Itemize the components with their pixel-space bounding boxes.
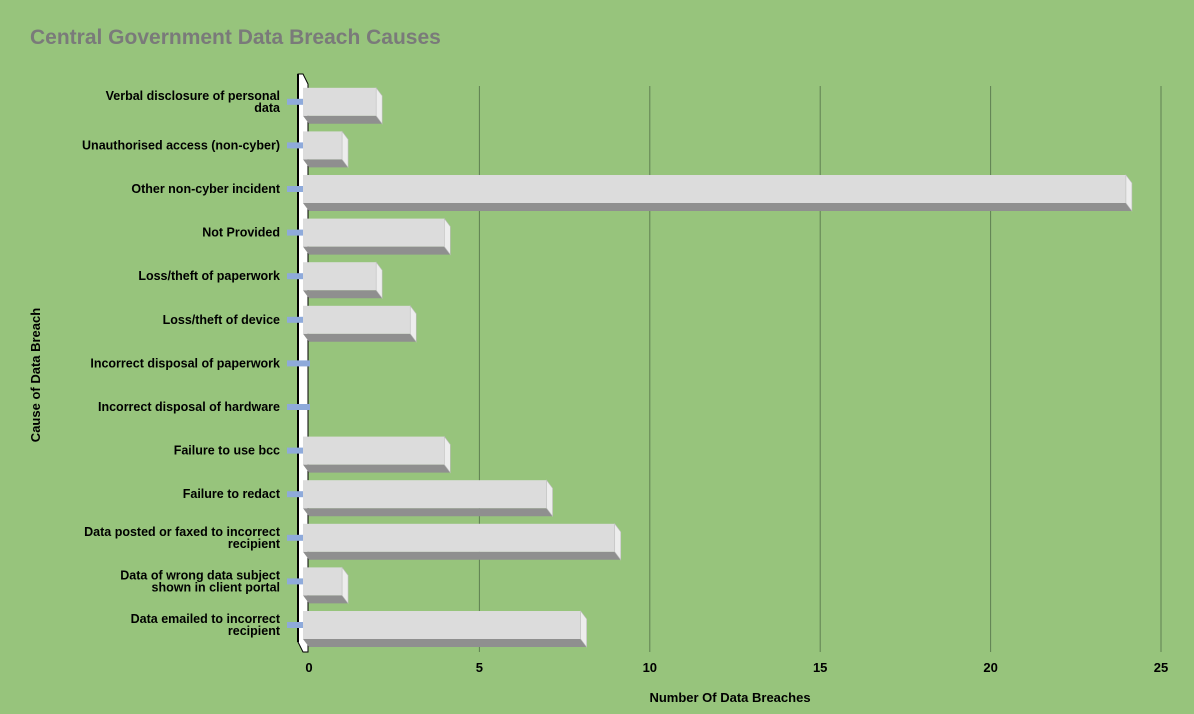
- bar: [303, 610, 587, 648]
- y-tick-label: Incorrect disposal of paperwork: [90, 356, 280, 370]
- chart-title: Central Government Data Breach Causes: [30, 26, 441, 49]
- x-tick-label: 10: [643, 660, 657, 675]
- y-tick-mark: [287, 622, 310, 628]
- bar: [303, 522, 622, 561]
- y-tick-mark: [287, 491, 310, 498]
- y-tick-label: Data emailed to incorrect recipient: [131, 612, 281, 638]
- y-tick-mark: [287, 98, 310, 105]
- bar: [303, 479, 553, 518]
- bar: [303, 304, 417, 343]
- y-tick-mark: [287, 534, 310, 541]
- bar: [303, 130, 349, 169]
- y-tick-mark: [287, 229, 310, 236]
- bar: [303, 217, 451, 256]
- y-tick-mark: [287, 404, 310, 410]
- y-tick-mark: [287, 447, 310, 454]
- x-tick-label: 5: [476, 660, 483, 675]
- y-tick-label: Unauthorised access (non-cyber): [82, 138, 280, 152]
- y-tick-labels: Verbal disclosure of personal data Unautho…: [82, 89, 281, 638]
- y-tick-mark: [287, 578, 310, 585]
- y-tick-mark: [287, 142, 310, 149]
- x-axis-title: Number Of Data Breaches: [649, 690, 810, 705]
- x-tick-label: 0: [305, 660, 312, 675]
- x-tick-label: 20: [983, 660, 997, 675]
- x-tick-labels: 0 5 10 15 20 25: [305, 660, 1168, 675]
- bar: [303, 261, 383, 300]
- y-tick-label: Failure to use bcc: [174, 444, 280, 458]
- y-tick-mark: [287, 316, 310, 323]
- y-tick-label: Loss/theft of device: [163, 313, 280, 327]
- y-tick-label: Data posted or faxed to incorrect recipie…: [84, 525, 281, 551]
- y-tick-label: Not Provided: [202, 226, 280, 240]
- bar: [303, 435, 451, 474]
- y-tick-mark: [287, 360, 310, 367]
- y-tick-label: Loss/theft of paperwork: [138, 269, 280, 283]
- x-tick-label: 15: [813, 660, 827, 675]
- grid-lines: [478, 86, 1162, 652]
- bar: [303, 566, 349, 605]
- bars: [287, 86, 1133, 648]
- y-tick-label: Failure to redact: [183, 487, 281, 501]
- y-tick-mark: [287, 273, 310, 280]
- y-tick-label: Incorrect disposal of hardware: [98, 400, 280, 414]
- bar: [303, 174, 1133, 212]
- x-tick-label: 25: [1154, 660, 1168, 675]
- y-tick-label: Data of wrong data subject shown in clien…: [120, 568, 281, 594]
- y-axis-title: Cause of Data Breach: [28, 308, 43, 442]
- y-tick-label: Verbal disclosure of personal data: [106, 89, 281, 115]
- y-tick-mark: [287, 186, 310, 192]
- bar: [303, 86, 383, 125]
- y-tick-label: Other non-cyber incident: [131, 182, 280, 196]
